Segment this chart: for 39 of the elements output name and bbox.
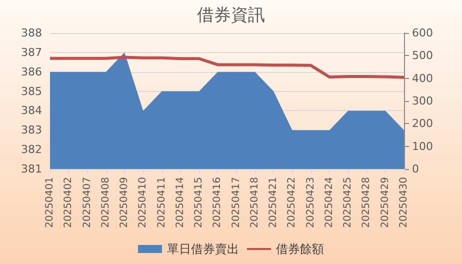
x-tick-label: 20250409 — [119, 177, 130, 228]
x-tick-label: 20250428 — [361, 177, 372, 228]
y-tick-label: 384 — [21, 104, 42, 118]
y-tick-label: 381 — [21, 162, 42, 176]
y-tick-label: 385 — [21, 84, 42, 98]
y2-tick-label: 100 — [412, 140, 433, 153]
y-tick-label: 386 — [21, 65, 42, 78]
x-tick-label: 20250414 — [174, 177, 186, 228]
x-tick-label: 20250430 — [398, 177, 410, 228]
legend-label: 借券餘額 — [276, 242, 324, 256]
y2-tick-label: 500 — [412, 49, 433, 62]
y2-tick-label: 200 — [412, 117, 433, 130]
y2-tick-label: 400 — [412, 72, 433, 85]
y-tick-label: 383 — [21, 124, 42, 137]
x-tick-label: 20250418 — [249, 177, 260, 228]
x-tick-label: 20250401 — [44, 177, 56, 228]
x-tick-label: 20250424 — [324, 177, 335, 228]
x-tick-label: 20250410 — [138, 177, 149, 228]
y2-tick-label: 300 — [412, 94, 433, 108]
x-tick-label: 20250415 — [194, 177, 205, 228]
y-tick-label: 388 — [21, 26, 42, 40]
x-tick-label: 20250429 — [380, 177, 391, 228]
x-tick-label: 20250423 — [305, 177, 316, 228]
y2-tick-label: 0 — [412, 162, 419, 176]
x-tick-label: 20250422 — [286, 177, 298, 228]
x-tick-label: 20250407 — [82, 177, 93, 228]
y2-tick-label: 600 — [412, 26, 433, 40]
x-tick-label: 20250416 — [212, 177, 224, 228]
y-tick-label: 382 — [21, 143, 42, 156]
x-tick-label: 20250411 — [156, 177, 168, 228]
y-tick-label: 387 — [21, 46, 42, 59]
chart-title: 借券資訊 — [197, 6, 265, 26]
x-tick-label: 20250417 — [230, 177, 242, 228]
x-tick-label: 20250408 — [100, 177, 112, 228]
legend-label: 單日借券賣出 — [167, 242, 239, 256]
line-series — [48, 56, 406, 79]
x-tick-label: 20250402 — [63, 177, 74, 228]
x-tick-label: 20250425 — [342, 177, 354, 228]
x-tick-label: 20250421 — [268, 177, 280, 228]
